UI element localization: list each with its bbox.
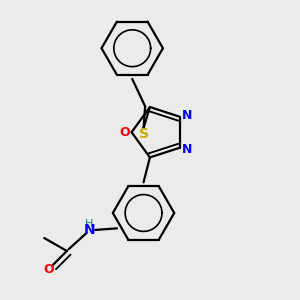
Text: O: O [43, 263, 54, 276]
Text: H: H [85, 219, 94, 229]
Text: O: O [119, 126, 130, 139]
Text: N: N [182, 143, 192, 156]
Text: N: N [182, 109, 192, 122]
Text: N: N [84, 223, 95, 237]
Text: S: S [139, 127, 148, 141]
